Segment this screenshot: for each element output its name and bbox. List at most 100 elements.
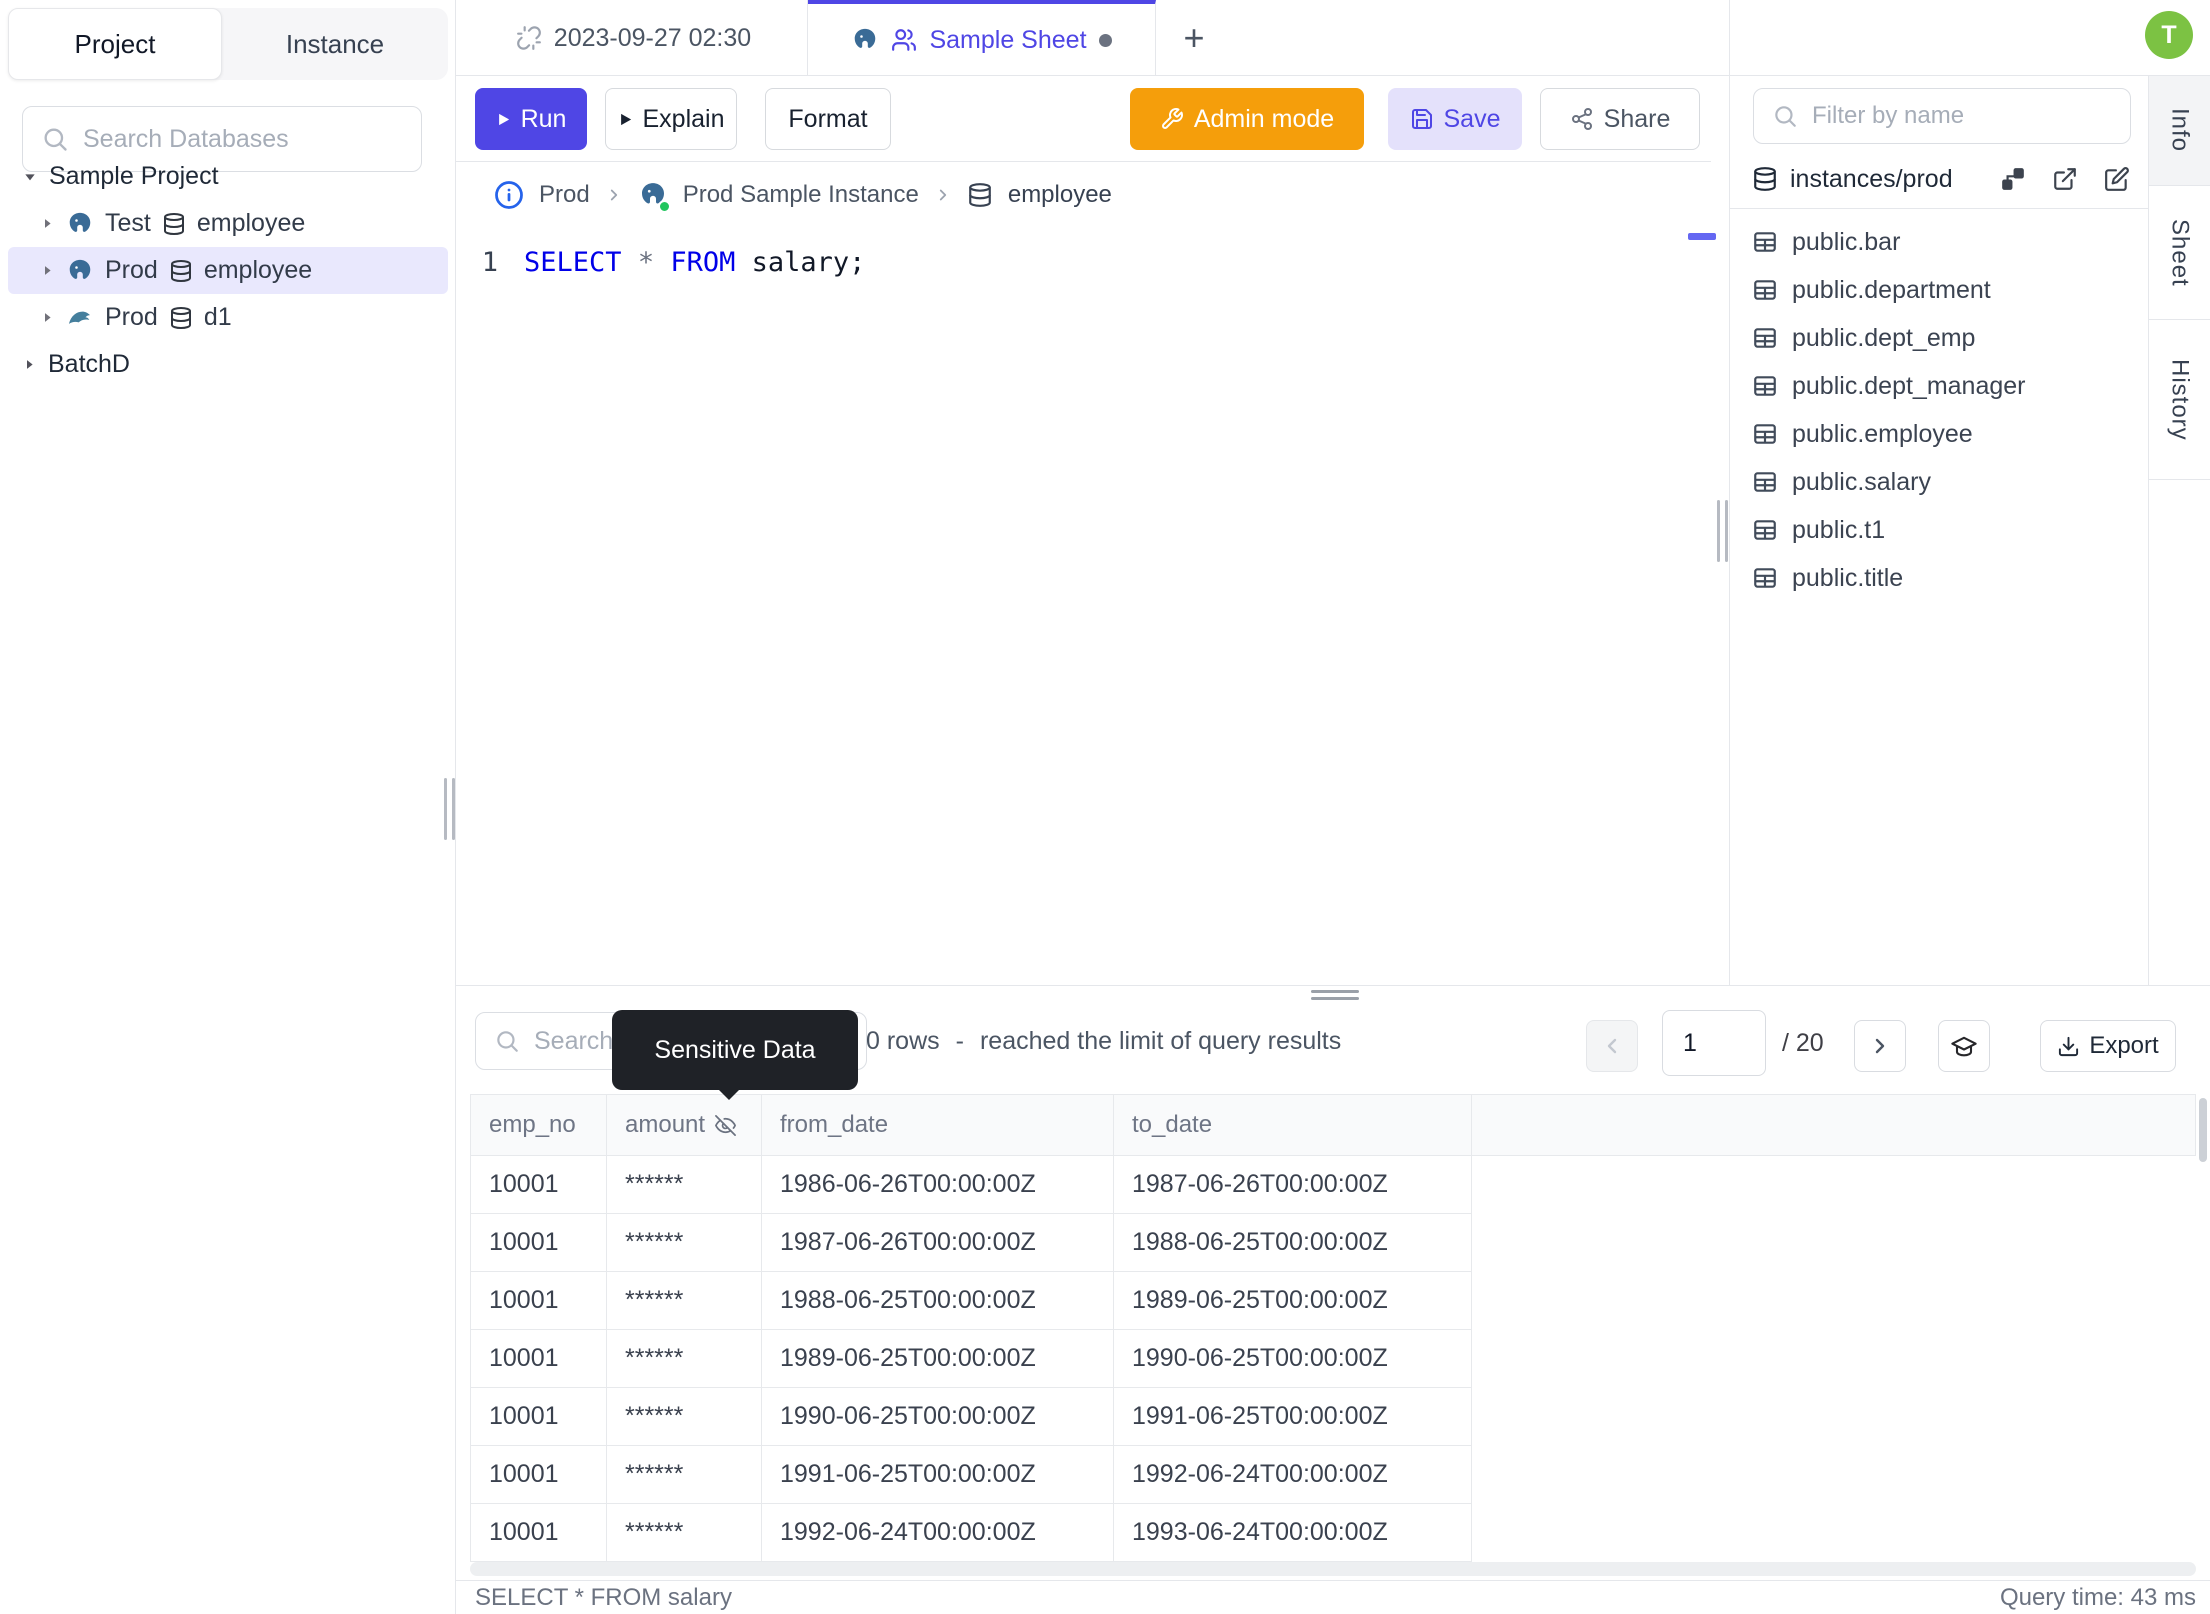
table-icon — [1754, 280, 1776, 300]
schema-panel-divider — [1729, 0, 1730, 985]
rows-count: 0 rows — [866, 1026, 940, 1055]
sheet-tab-1[interactable]: 2023-09-27 02:30 — [460, 0, 808, 76]
table-list-item[interactable]: public.salary — [1730, 458, 2148, 506]
explain-button[interactable]: Explain — [605, 88, 737, 150]
next-page-button[interactable] — [1854, 1020, 1906, 1072]
table-icon — [1754, 520, 1776, 540]
sql-star: * — [637, 246, 655, 278]
table-row[interactable]: 10001 ****** 1986-06-26T00:00:00Z 1987-06-2… — [470, 1156, 1472, 1214]
filter-tables-input[interactable]: Filter by name — [1753, 88, 2131, 144]
schema-connection-label: instances/prod — [1790, 164, 1953, 193]
column-header-from-date[interactable]: from_date — [762, 1095, 1114, 1155]
table-list-item[interactable]: public.t1 — [1730, 506, 2148, 554]
new-tab-button[interactable]: + — [1183, 17, 1205, 58]
sheet-tab-2-active[interactable]: Sample Sheet — [808, 0, 1156, 76]
table-list-item[interactable]: public.bar — [1730, 218, 2148, 266]
table-icon — [1754, 568, 1776, 588]
graduation-cap-icon — [1951, 1036, 1977, 1057]
table-list-item[interactable]: public.department — [1730, 266, 2148, 314]
table-list-item[interactable]: public.dept_emp — [1730, 314, 2148, 362]
chevron-right-icon — [939, 189, 946, 201]
table-row[interactable]: 10001 ****** 1992-06-24T00:00:00Z 1993-06-2… — [470, 1504, 1472, 1562]
tree-db-label: employee — [203, 256, 313, 284]
chevron-right-icon — [1875, 1038, 1885, 1054]
table-icon — [1754, 232, 1776, 252]
table-row[interactable]: 10001 ****** 1987-06-26T00:00:00Z 1988-06-2… — [470, 1214, 1472, 1272]
tree-item-test-employee[interactable]: Test employee — [8, 200, 448, 247]
search-databases-input[interactable]: Search Databases — [22, 106, 422, 172]
sheet-tab-1-label: 2023-09-27 02:30 — [553, 23, 752, 52]
table-list-item[interactable]: public.title — [1730, 554, 2148, 602]
caret-right-icon — [45, 313, 51, 322]
external-link-icon[interactable] — [2052, 166, 2078, 192]
table-row[interactable]: 10001 ****** 1990-06-25T00:00:00Z 1991-06-2… — [470, 1388, 1472, 1446]
horizontal-scrollbar[interactable] — [470, 1562, 2196, 1576]
data-masking-button[interactable] — [1938, 1020, 1990, 1072]
play-icon — [498, 113, 509, 125]
breadcrumb-database[interactable]: employee — [1007, 181, 1112, 208]
caret-right-icon — [45, 266, 51, 275]
instance-online-dot — [657, 200, 671, 213]
results-resize-handle[interactable] — [1311, 990, 1359, 1000]
mysql-icon — [68, 311, 90, 324]
tree-env-label: Prod — [105, 303, 158, 331]
line-number: 1 — [481, 246, 498, 278]
tree-project-label: Sample Project — [49, 162, 219, 190]
column-header-emp-no[interactable]: emp_no — [471, 1095, 607, 1155]
database-icon — [170, 259, 191, 282]
tab-sheet[interactable]: Sheet — [2149, 186, 2210, 320]
column-header-amount[interactable]: amount — [607, 1095, 762, 1155]
tree-item-batchd[interactable]: BatchD — [8, 341, 448, 388]
column-header-to-date[interactable]: to_date — [1114, 1095, 1472, 1155]
toolbar-divider — [456, 161, 1711, 162]
prev-page-button[interactable] — [1586, 1020, 1638, 1072]
panel-resize-handle[interactable] — [1717, 500, 1728, 562]
table-list-item[interactable]: public.employee — [1730, 410, 2148, 458]
status-statement: SELECT * FROM salary — [475, 1583, 732, 1611]
vertical-scrollbar[interactable] — [2199, 1098, 2207, 1162]
info-icon[interactable] — [494, 180, 524, 210]
table-list-item[interactable]: public.dept_manager — [1730, 362, 2148, 410]
schema-header-divider — [1730, 208, 2148, 209]
tab-instance[interactable]: Instance — [222, 8, 448, 80]
sql-keyword: SELECT — [524, 246, 622, 278]
download-icon — [2059, 1036, 2079, 1056]
tab-history[interactable]: History — [2149, 320, 2210, 480]
table-row[interactable]: 10001 ****** 1988-06-25T00:00:00Z 1989-06-2… — [470, 1272, 1472, 1330]
tree-item-prod-employee-selected[interactable]: Prod employee — [8, 247, 448, 294]
export-button[interactable]: Export — [2040, 1020, 2176, 1072]
results-table-header: emp_no amount from_date to_date — [470, 1094, 2196, 1156]
postgresql-icon — [855, 28, 876, 48]
avatar[interactable]: T — [2145, 11, 2193, 59]
right-tab-strip: Info Sheet History — [2148, 76, 2210, 985]
summary-separator: - — [955, 1026, 964, 1055]
tree-item-sample-project[interactable]: Sample Project — [8, 153, 448, 200]
edit-icon[interactable] — [2104, 166, 2130, 192]
tree-env-label: Test — [105, 209, 151, 237]
sidebar-resize-handle[interactable] — [444, 778, 455, 840]
format-button[interactable]: Format — [765, 88, 891, 150]
table-row[interactable]: 10001 ****** 1991-06-25T00:00:00Z 1992-06-2… — [470, 1446, 1472, 1504]
sensitive-data-tooltip: Sensitive Data — [612, 1010, 858, 1100]
save-button[interactable]: Save — [1388, 88, 1522, 150]
run-button[interactable]: Run — [475, 88, 587, 150]
page-number-input[interactable]: 1 — [1662, 1010, 1766, 1076]
share-button[interactable]: Share — [1540, 88, 1700, 150]
schema-diagram-icon[interactable] — [2000, 166, 2026, 192]
save-icon — [1411, 109, 1432, 129]
chevron-left-icon — [1607, 1038, 1617, 1054]
table-row[interactable]: 10001 ****** 1989-06-25T00:00:00Z 1990-06-2… — [470, 1330, 1472, 1388]
database-icon — [1754, 167, 1776, 191]
eye-off-icon[interactable] — [714, 1114, 737, 1137]
sql-editor[interactable]: 1 SELECT * FROM salary; — [460, 240, 1710, 284]
tab-project[interactable]: Project — [8, 8, 222, 80]
breadcrumb-instance[interactable]: Prod Sample Instance — [682, 181, 919, 208]
shared-users-icon — [892, 29, 917, 51]
table-icon — [1754, 424, 1776, 444]
database-icon — [969, 183, 991, 207]
tree-item-prod-d1[interactable]: Prod d1 — [8, 294, 448, 341]
tab-info[interactable]: Info — [2149, 76, 2210, 186]
breadcrumb-environment[interactable]: Prod — [539, 181, 590, 208]
instance-icon-wrap — [638, 180, 671, 213]
admin-mode-button[interactable]: Admin mode — [1130, 88, 1364, 150]
